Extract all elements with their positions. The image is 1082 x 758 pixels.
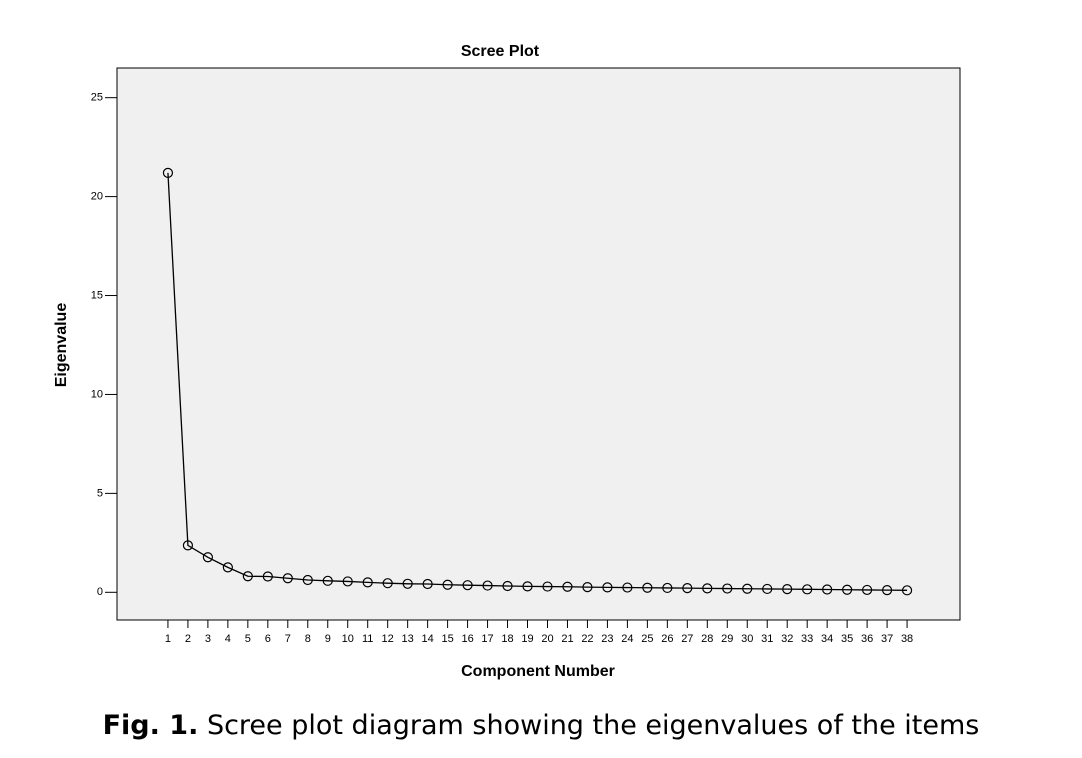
point	[722, 583, 733, 594]
point	[742, 583, 753, 594]
point	[242, 571, 253, 582]
point	[362, 577, 373, 588]
x-tick-label: 4	[225, 633, 231, 645]
y-tick-label: 20	[91, 191, 103, 203]
x-tick-label: 1	[165, 633, 171, 645]
point	[782, 584, 793, 595]
x-tick-label: 2	[185, 633, 191, 645]
y-tick-label: 25	[91, 92, 103, 104]
point	[282, 573, 293, 584]
x-tick-label: 27	[681, 633, 693, 645]
x-tick-label: 29	[721, 633, 733, 645]
point	[662, 582, 673, 594]
y-axis-title: Eigenvalue	[53, 303, 70, 388]
x-tick-label: 5	[245, 633, 251, 645]
point	[262, 571, 273, 582]
point	[582, 582, 593, 593]
x-tick-label: 19	[521, 633, 533, 645]
point	[182, 540, 194, 551]
series-line	[167, 172, 908, 591]
point	[642, 582, 653, 593]
point	[422, 578, 433, 590]
x-tick-label: 37	[881, 633, 893, 645]
x-tick-label: 23	[601, 633, 613, 645]
x-tick-label: 35	[841, 633, 853, 645]
point	[822, 584, 833, 595]
x-tick-label: 36	[861, 633, 873, 645]
x-tick-label: 8	[305, 633, 311, 645]
x-tick-label: 24	[621, 633, 633, 645]
x-tick-label: 32	[781, 633, 793, 645]
x-tick-label: 26	[661, 633, 673, 645]
x-tick-label: 17	[481, 633, 493, 645]
x-tick-label: 14	[422, 633, 434, 645]
point	[862, 584, 873, 596]
point	[202, 552, 213, 563]
caption-label: Fig. 1.	[103, 710, 199, 741]
y-tick-label: 15	[91, 289, 103, 301]
x-tick-label: 9	[325, 633, 331, 645]
point	[482, 580, 493, 591]
point	[842, 584, 853, 595]
x-tick-label: 13	[402, 633, 414, 645]
point	[602, 582, 613, 593]
x-tick-label: 22	[581, 633, 593, 645]
chart-title: Scree Plot	[461, 43, 540, 60]
x-tick-label: 18	[501, 633, 513, 645]
point	[562, 581, 573, 592]
point	[462, 580, 473, 591]
x-tick-label: 21	[561, 633, 573, 645]
point	[322, 575, 333, 586]
x-tick-label: 16	[461, 633, 473, 645]
point	[502, 580, 513, 592]
point	[442, 579, 453, 590]
x-tick-label: 3	[205, 633, 211, 645]
x-tick-label: 31	[761, 633, 773, 645]
y-tick-label: 5	[97, 487, 103, 499]
x-tick-label: 33	[801, 633, 813, 645]
point	[342, 576, 353, 587]
x-tick-label: 34	[821, 633, 833, 645]
x-axis-title: Component Number	[461, 663, 615, 680]
plot-area	[116, 67, 961, 621]
point	[402, 578, 413, 589]
point	[682, 583, 693, 594]
x-tick-label: 20	[541, 633, 553, 645]
x-tick-label: 7	[285, 633, 291, 645]
x-tick-label: 15	[441, 633, 453, 645]
x-tick-label: 10	[342, 633, 354, 645]
caption: Fig. 1. Scree plot diagram showing the e…	[103, 710, 980, 741]
point	[702, 583, 713, 594]
x-tick-label: 12	[382, 633, 394, 645]
point	[302, 574, 313, 586]
x-tick-label: 28	[701, 633, 713, 645]
point	[762, 583, 773, 595]
point	[901, 585, 913, 596]
point	[222, 562, 233, 573]
x-tick-label: 30	[741, 633, 753, 645]
y-tick-label: 10	[91, 388, 103, 400]
x-tick-label: 11	[362, 633, 373, 645]
x-tick-label: 6	[265, 633, 271, 645]
point	[162, 167, 174, 178]
caption-text: Scree plot diagram showing the eigenvalu…	[207, 710, 979, 741]
point	[522, 581, 533, 592]
point	[881, 585, 893, 596]
y-tick-label: 0	[97, 586, 103, 598]
x-tick-label: 25	[641, 633, 653, 645]
point	[622, 582, 633, 593]
point	[382, 578, 393, 589]
x-tick-label: 38	[901, 633, 913, 645]
point	[542, 581, 553, 592]
point	[802, 584, 813, 595]
